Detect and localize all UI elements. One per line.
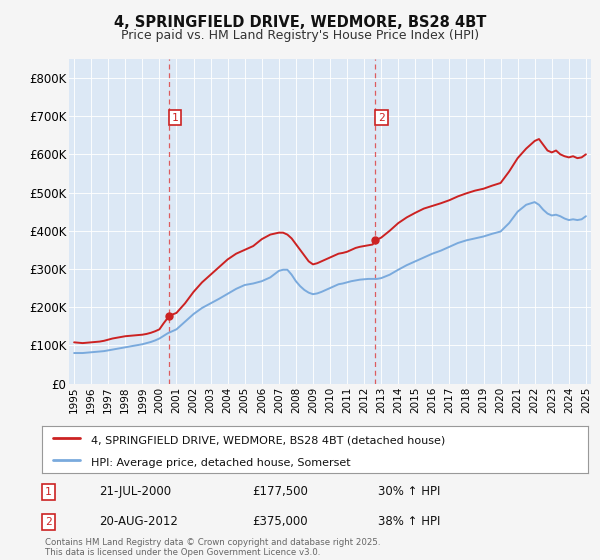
Text: HPI: Average price, detached house, Somerset: HPI: Average price, detached house, Some… xyxy=(91,458,351,468)
Text: 38% ↑ HPI: 38% ↑ HPI xyxy=(378,515,440,529)
Text: 2: 2 xyxy=(45,517,52,527)
Text: 4, SPRINGFIELD DRIVE, WEDMORE, BS28 4BT (detached house): 4, SPRINGFIELD DRIVE, WEDMORE, BS28 4BT … xyxy=(91,436,445,446)
Text: 30% ↑ HPI: 30% ↑ HPI xyxy=(378,485,440,498)
Text: £375,000: £375,000 xyxy=(252,515,308,529)
Text: £177,500: £177,500 xyxy=(252,485,308,498)
Text: 21-JUL-2000: 21-JUL-2000 xyxy=(99,485,171,498)
Text: 1: 1 xyxy=(172,113,179,123)
Text: 2: 2 xyxy=(378,113,385,123)
Text: Price paid vs. HM Land Registry's House Price Index (HPI): Price paid vs. HM Land Registry's House … xyxy=(121,29,479,42)
Text: 4, SPRINGFIELD DRIVE, WEDMORE, BS28 4BT: 4, SPRINGFIELD DRIVE, WEDMORE, BS28 4BT xyxy=(114,15,486,30)
Text: 20-AUG-2012: 20-AUG-2012 xyxy=(99,515,178,529)
Text: Contains HM Land Registry data © Crown copyright and database right 2025.
This d: Contains HM Land Registry data © Crown c… xyxy=(45,538,380,557)
Text: 1: 1 xyxy=(45,487,52,497)
